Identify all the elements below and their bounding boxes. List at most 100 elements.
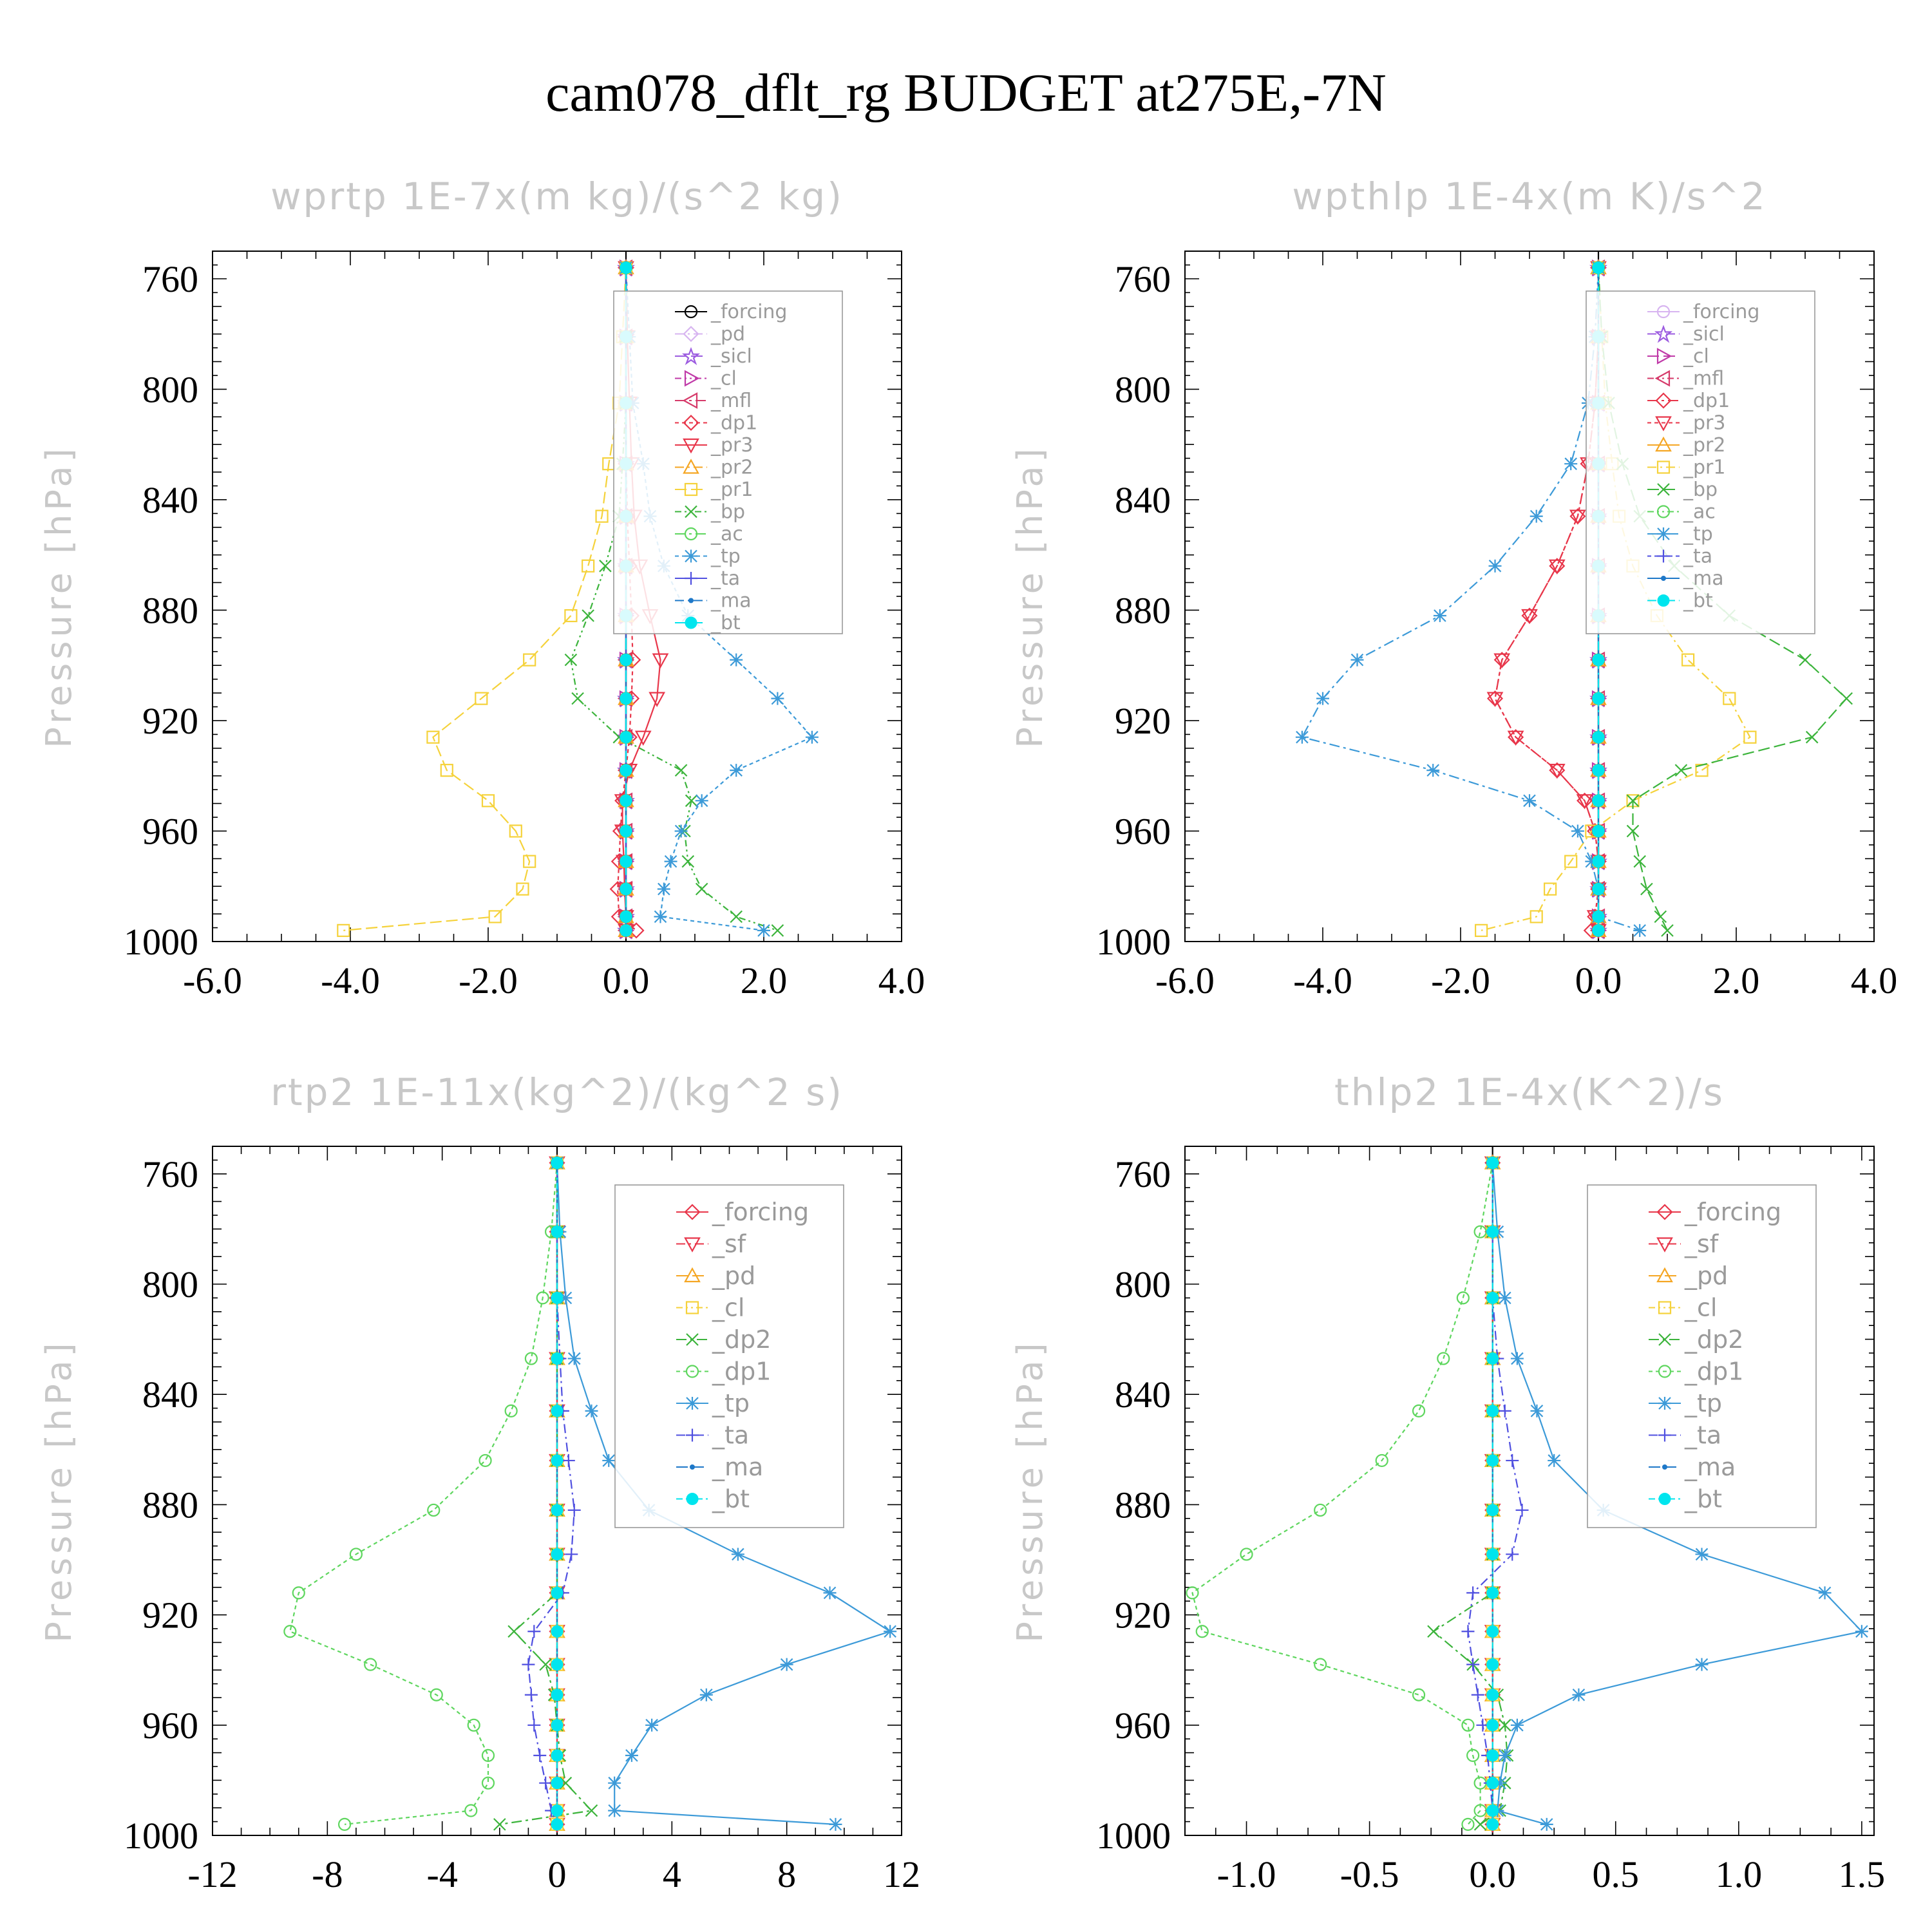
data-point_tp <box>699 1688 713 1701</box>
data-point_bt <box>551 1548 564 1560</box>
data-point_pr1 <box>509 824 522 838</box>
data-point_tp <box>1855 1625 1868 1638</box>
data-point_tp <box>664 855 677 868</box>
data-point_bt <box>551 1777 564 1790</box>
data-point_bt <box>551 1157 564 1170</box>
data-point_tp <box>1295 730 1309 744</box>
x-tick-label: 0.0 <box>603 960 650 1001</box>
legend-marker_pr3 <box>683 438 699 454</box>
data-point_tp <box>771 692 784 705</box>
data-point_dp1 <box>1486 690 1504 707</box>
data-point_pr3 <box>1507 730 1524 746</box>
data-point_bt <box>1486 1226 1499 1238</box>
data-point_pr3 <box>652 653 669 668</box>
y-axis-label: Pressure [hPa] <box>39 444 79 748</box>
data-point_tp <box>1498 1748 1511 1762</box>
legend-box <box>1587 1184 1817 1528</box>
data-point_bt <box>1592 794 1605 807</box>
legend-label: _dp1 <box>1684 1358 1743 1386</box>
data-point_ta <box>1466 1586 1480 1600</box>
data-point_pr3 <box>1548 764 1566 779</box>
legend: _forcing_sicl_cl_mfl_dp1_pr3_pr2_pr1_bp_… <box>1586 290 1815 634</box>
legend-label: _ac <box>710 523 743 545</box>
data-point_tp <box>829 1817 842 1831</box>
series-layer <box>1186 1154 1868 1833</box>
legend-label: _ac <box>1683 501 1716 524</box>
data-point_bp <box>674 764 688 777</box>
panels: wprtp 1E-7x(m kg)/(s^2 kg) Pressure [hPa]… <box>39 175 1897 1895</box>
data-point_bt <box>1592 654 1605 667</box>
data-point_dp2 <box>493 1818 506 1831</box>
panel-title: thlp2 1E-4x(K^2)/s <box>1334 1070 1725 1114</box>
data-point_tp <box>731 1548 744 1561</box>
legend-label: _ta <box>710 567 740 590</box>
chart-panel-1: wprtp 1E-7x(m kg)/(s^2 kg) Pressure [hPa]… <box>39 175 925 1001</box>
data-point_tp <box>1571 824 1584 838</box>
data-point_bt <box>620 794 632 807</box>
series-line_pr1 <box>343 267 627 931</box>
data-point_tp <box>1523 794 1536 808</box>
data-point_bt <box>1592 692 1605 705</box>
chart-panel-3: rtp2 1E-11x(kg^2)/(kg^2 s) Pressure [hPa]… <box>39 1070 920 1895</box>
data-point_tp <box>657 882 670 896</box>
data-point_tp <box>695 794 708 808</box>
data-point_dp1 <box>1437 1352 1450 1365</box>
y-tick-label: 920 <box>142 700 198 742</box>
legend-marker_pr2 <box>683 459 699 474</box>
y-tick-label: 1000 <box>1096 921 1171 963</box>
y-tick-label: 1000 <box>124 1815 198 1857</box>
data-point_pr1 <box>440 764 453 777</box>
data-point_bt <box>1592 731 1605 744</box>
legend-label: _mfl <box>1683 368 1724 390</box>
data-point_dp1 <box>478 1454 492 1468</box>
legend-marker_pr3 <box>1655 416 1672 431</box>
main-title: cam078_dflt_rg BUDGET at275E,-7N <box>545 63 1387 123</box>
data-point_tp <box>625 1748 638 1762</box>
legend-marker_dp1 <box>1655 392 1672 409</box>
data-point_dp2 <box>1427 1625 1440 1638</box>
legend-marker_forcing <box>1656 305 1671 319</box>
data-point_dp2 <box>1499 1719 1511 1732</box>
data-point_tp <box>1530 509 1543 523</box>
data-point_pr1 <box>1564 855 1578 868</box>
y-tick-label: 880 <box>142 589 198 631</box>
legend-label: _sf <box>1684 1230 1719 1258</box>
data-point_bp <box>1840 692 1853 705</box>
data-point_bt <box>1486 1777 1499 1790</box>
legend-label: _ta <box>712 1421 749 1450</box>
data-point_tp <box>1510 1718 1524 1732</box>
data-point_bt <box>1486 1586 1499 1599</box>
data-point_dp1 <box>1473 1804 1487 1817</box>
data-point_bp <box>1661 924 1674 937</box>
data-point_tp <box>608 1776 621 1790</box>
legend-label: _ma <box>712 1453 763 1481</box>
data-point_bt <box>1486 1504 1499 1517</box>
legend-label: _forcing <box>1683 301 1759 323</box>
series-line_dp1 <box>289 1162 558 1825</box>
y-axis-label: Pressure [hPa] <box>1010 444 1050 748</box>
data-point_pr1 <box>1743 730 1757 744</box>
legend: _forcing _sf _pd _cl _dp2 _dp1 _tp _ta _ma _bt <box>614 1184 844 1528</box>
data-point_bt <box>551 1405 564 1417</box>
panel-title: rtp2 1E-11x(kg^2)/(kg^2 s) <box>270 1070 844 1114</box>
legend-label: _cl <box>712 1294 744 1322</box>
legend-label: _bp <box>1683 478 1718 501</box>
data-point_bt <box>1592 883 1605 896</box>
data-point_dp1 <box>1375 1454 1388 1468</box>
data-point_bt <box>620 910 632 923</box>
data-point_tp <box>608 1804 621 1817</box>
y-tick-label: 880 <box>142 1484 198 1526</box>
data-point_pr1 <box>1544 882 1557 896</box>
y-tick-label: 800 <box>142 1264 198 1305</box>
data-point_dp2 <box>539 1658 552 1671</box>
legend-label: _ma <box>1684 1453 1736 1481</box>
data-point_dp2 <box>1473 1818 1487 1831</box>
legend-marker_ac <box>684 527 698 541</box>
y-tick-label: 960 <box>142 810 198 852</box>
data-point_tp <box>654 910 667 923</box>
legend-label: _sicl <box>710 345 752 368</box>
x-tick-label: -2.0 <box>1431 960 1490 1001</box>
data-point_dp1 <box>1461 1718 1475 1732</box>
data-point_bt <box>1486 1405 1499 1417</box>
